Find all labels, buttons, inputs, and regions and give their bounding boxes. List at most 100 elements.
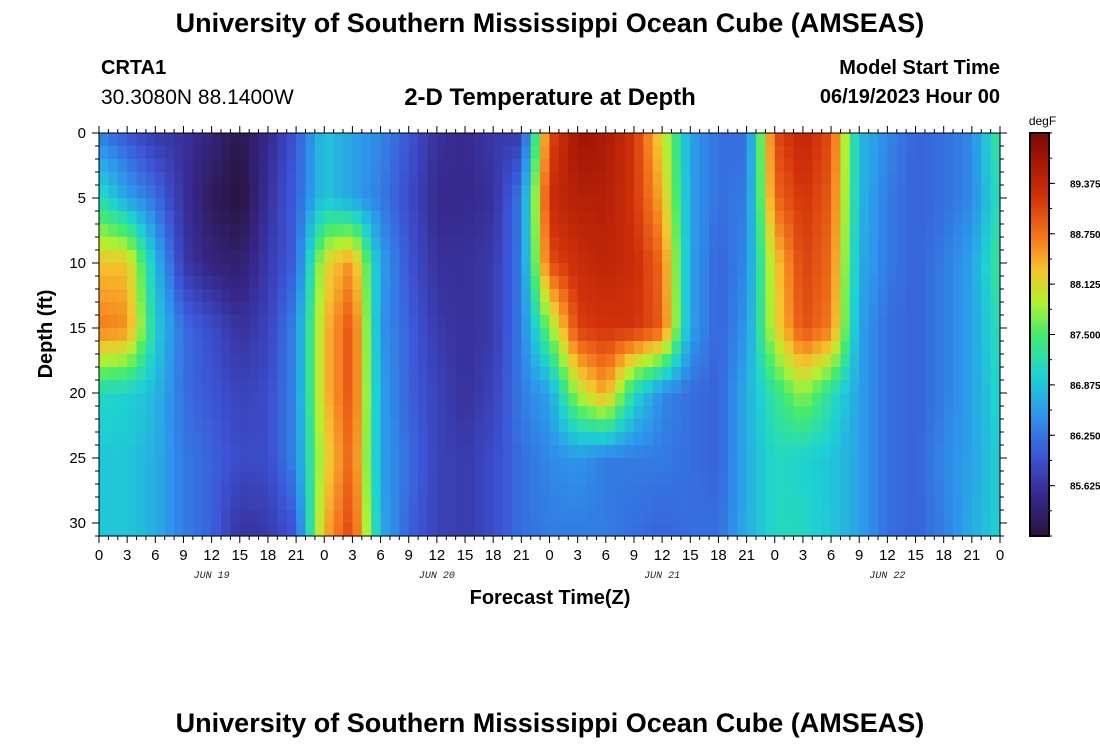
colorbar-tick-label: 86.875 — [1070, 381, 1100, 392]
x-tick-label: 0 — [771, 547, 779, 564]
heatmap-cell — [221, 172, 231, 186]
heatmap-cell — [530, 419, 541, 433]
heatmap-cell — [324, 445, 335, 459]
heatmap-cell — [465, 432, 476, 446]
heatmap-cell — [408, 315, 419, 329]
heatmap-cell — [352, 289, 363, 303]
heatmap-cell — [145, 328, 156, 342]
heatmap-cell — [549, 471, 560, 485]
heatmap-cell — [831, 159, 842, 173]
heatmap-cell — [615, 406, 626, 420]
heatmap-cell — [277, 380, 288, 394]
heatmap-cell — [699, 380, 710, 394]
heatmap-cell — [774, 484, 785, 498]
heatmap-cell — [511, 250, 522, 264]
heatmap-cell — [418, 510, 429, 524]
heatmap-cell — [239, 185, 250, 199]
heatmap-cell — [906, 315, 917, 329]
heatmap-cell — [802, 146, 813, 160]
heatmap-cell — [709, 198, 720, 212]
heatmap-cell — [511, 276, 522, 290]
heatmap-cell — [192, 133, 203, 147]
heatmap-cell — [934, 328, 945, 342]
heatmap-cell — [662, 497, 673, 511]
heatmap-cell — [924, 328, 935, 342]
heatmap-cell — [183, 510, 194, 524]
heatmap-cell — [615, 432, 626, 446]
heatmap-cell — [605, 471, 616, 485]
heatmap-cell — [812, 471, 823, 485]
heatmap-cell — [671, 133, 682, 147]
heatmap-cell — [868, 276, 879, 290]
heatmap-cell — [483, 198, 494, 212]
heatmap-cell — [324, 146, 335, 160]
heatmap-cell — [943, 445, 954, 459]
heatmap-cell — [774, 315, 785, 329]
heatmap-cell — [699, 393, 710, 407]
heatmap-cell — [896, 471, 907, 485]
heatmap-cell — [643, 510, 654, 524]
heatmap-cell — [605, 445, 616, 459]
heatmap-cell — [953, 211, 964, 225]
heatmap-cell — [333, 146, 344, 160]
heatmap-cell — [990, 172, 1001, 186]
heatmap-cell — [230, 133, 241, 147]
heatmap-cell — [605, 406, 616, 420]
heatmap-cell — [183, 458, 194, 472]
heatmap-cell — [239, 419, 250, 433]
heatmap-cell — [849, 211, 860, 225]
heatmap-cell — [981, 172, 992, 186]
heatmap-cell — [793, 432, 804, 446]
heatmap-cell — [971, 302, 982, 316]
heatmap-cell — [530, 237, 541, 251]
heatmap-cell — [117, 432, 128, 446]
heatmap-cell — [389, 328, 400, 342]
heatmap-cell — [849, 341, 860, 355]
heatmap-cell — [174, 341, 185, 355]
heatmap-cell — [108, 237, 119, 251]
heatmap-cell — [746, 380, 757, 394]
heatmap-cell — [296, 185, 307, 199]
heatmap-cell — [230, 458, 241, 472]
heatmap-cell — [136, 289, 147, 303]
heatmap-cell — [746, 497, 757, 511]
heatmap-cell — [267, 354, 278, 368]
heatmap-cell — [990, 263, 1001, 277]
heatmap-cell — [202, 237, 213, 251]
heatmap-cell — [267, 367, 278, 381]
heatmap-cell — [568, 211, 579, 225]
heatmap-cell — [699, 185, 710, 199]
heatmap-cell — [680, 406, 691, 420]
heatmap-cell — [436, 471, 447, 485]
heatmap-cell — [549, 276, 560, 290]
heatmap-cell — [324, 367, 335, 381]
heatmap-cell — [511, 497, 522, 511]
heatmap-cell — [389, 159, 400, 173]
heatmap-cell — [840, 432, 851, 446]
heatmap-cell — [784, 315, 795, 329]
heatmap-cell — [549, 172, 560, 186]
heatmap-cell — [633, 367, 644, 381]
x-tick-label: 0 — [545, 547, 553, 564]
heatmap-cell — [652, 159, 663, 173]
heatmap-cell — [915, 315, 926, 329]
heatmap-cell — [108, 419, 119, 433]
heatmap-cell — [765, 224, 776, 238]
heatmap-cell — [859, 484, 870, 498]
heatmap-cell — [718, 328, 729, 342]
heatmap-cell — [605, 237, 616, 251]
heatmap-cell — [408, 237, 419, 251]
heatmap-cell — [868, 159, 879, 173]
heatmap-cell — [436, 237, 447, 251]
heatmap-cell — [718, 458, 729, 472]
x-tick-label: 12 — [203, 547, 220, 564]
heatmap-cell — [145, 445, 156, 459]
heatmap-cell — [943, 393, 954, 407]
heatmap-cell — [389, 302, 400, 316]
heatmap-cell — [737, 289, 748, 303]
heatmap-cell — [202, 341, 213, 355]
heatmap-cell — [145, 471, 156, 485]
heatmap-cell — [389, 198, 400, 212]
x-tick-label: 0 — [95, 547, 103, 564]
heatmap-cell — [136, 172, 147, 186]
